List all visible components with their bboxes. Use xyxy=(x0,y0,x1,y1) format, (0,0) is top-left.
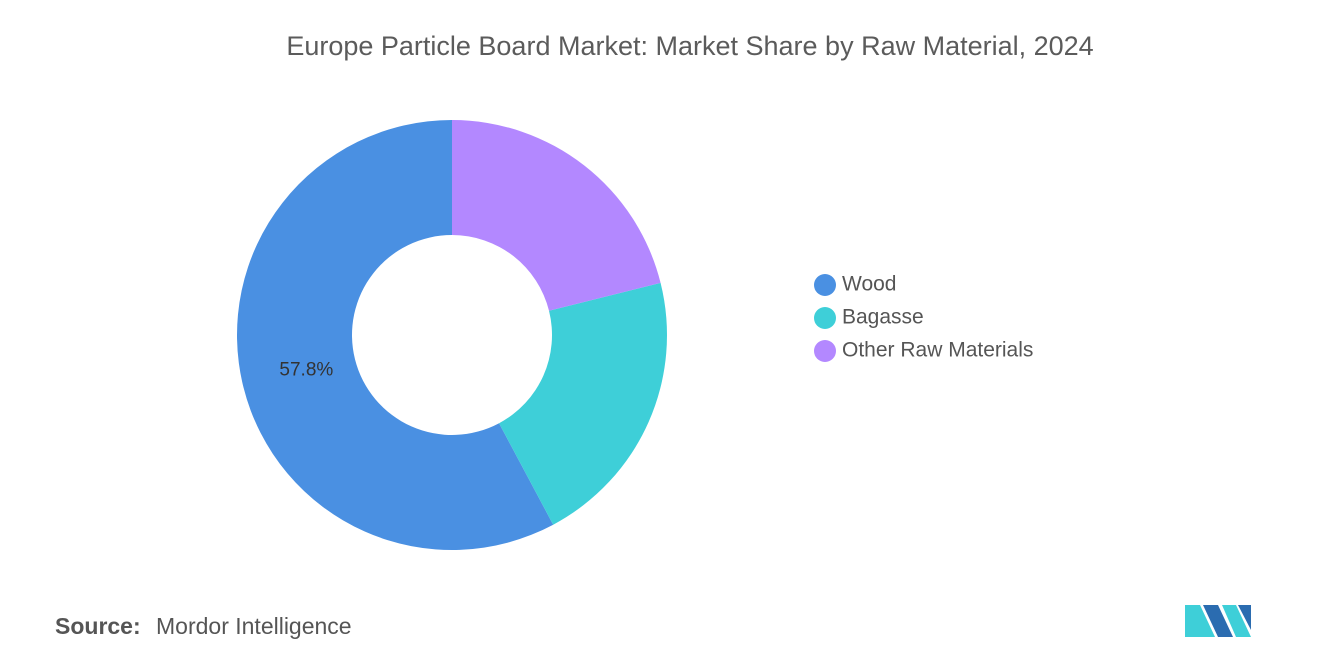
legend-marker xyxy=(814,274,836,296)
donut-slice xyxy=(237,120,554,550)
legend-marker xyxy=(814,307,836,329)
legend-label: Wood xyxy=(842,273,896,296)
legend-label: Other Raw Materials xyxy=(842,339,1033,362)
logo xyxy=(1185,605,1251,637)
donut-slice xyxy=(452,120,661,311)
source: Mordor Intelligence xyxy=(156,613,352,639)
legend-marker xyxy=(814,340,836,362)
donut-slice xyxy=(499,282,667,525)
legend-label: Bagasse xyxy=(842,306,924,329)
chart-title: Europe Particle Board Market: Market Sha… xyxy=(286,31,1093,61)
data-label: 57.8% xyxy=(279,359,333,380)
source-label: Source: xyxy=(55,613,141,639)
